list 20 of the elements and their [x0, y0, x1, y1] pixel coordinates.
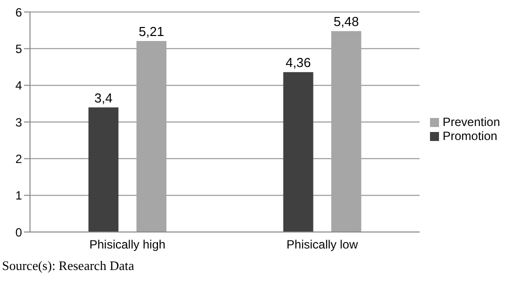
legend-label: Prevention: [442, 115, 500, 129]
y-tick-label: 3: [15, 115, 22, 130]
y-tick-label: 5: [15, 42, 22, 56]
x-tick-label: Phisically high: [89, 238, 166, 252]
data-label: 5,21: [138, 24, 164, 39]
source-note: Source(s): Research Data: [2, 258, 134, 274]
y-tick-label: 4: [15, 78, 22, 93]
y-tick-label: 0: [15, 225, 22, 240]
bar: [283, 72, 314, 232]
bar: [88, 107, 118, 232]
y-tick-label: 1: [15, 188, 22, 203]
y-tick-label: 6: [15, 5, 22, 20]
y-tick-label: 2: [15, 152, 22, 166]
x-tick-label: Phisically low: [286, 238, 358, 252]
legend-label: Promotion: [442, 129, 498, 143]
data-label: 3,4: [94, 90, 112, 106]
bar: [331, 31, 362, 232]
data-label: 5,48: [334, 14, 359, 30]
data-label: 4,36: [286, 55, 311, 70]
bar: [136, 40, 166, 232]
